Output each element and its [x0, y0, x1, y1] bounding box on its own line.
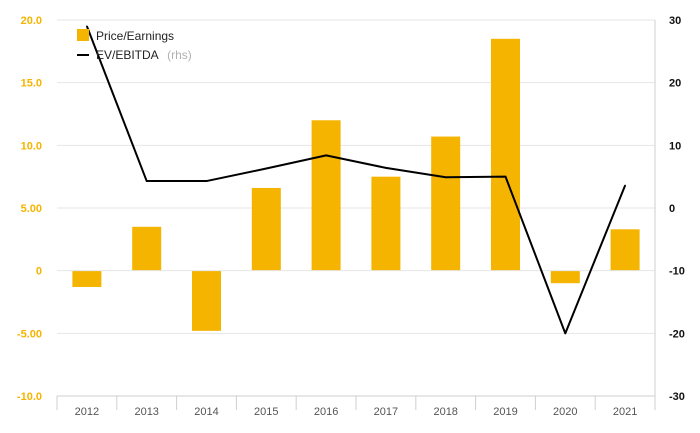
right-tick-label: 10 — [669, 140, 681, 152]
x-tick-label: 2017 — [374, 406, 398, 418]
line-point-2017 — [385, 167, 387, 169]
x-tick-label: 2015 — [254, 406, 278, 418]
legend-line-suffix: (rhs) — [167, 48, 192, 62]
bar-2021 — [610, 229, 640, 271]
bar-2014 — [192, 270, 221, 331]
bar-2015 — [251, 187, 281, 271]
bar-2012 — [72, 270, 102, 287]
legend-line-text: EV/EBITDA (rhs) — [96, 46, 192, 63]
line-point-2014 — [205, 180, 208, 182]
line-point-2016 — [325, 154, 327, 157]
x-tick-label: 2019 — [493, 406, 517, 418]
line-point-2019 — [504, 175, 507, 178]
gridlines — [57, 19, 655, 334]
right-axis-ticks: 30 20 10 0 -10 -20 -30 — [669, 15, 685, 403]
legend: Price/Earnings EV/EBITDA (rhs) — [77, 29, 192, 63]
right-tick-label: 0 — [669, 203, 675, 215]
bar-series — [72, 38, 640, 331]
left-tick-label: 10.0 — [21, 140, 42, 152]
left-axis-ticks: 20.0 15.0 10.0 5.00 0 -5.00 -10.0 — [17, 15, 42, 403]
legend-bar-label: Price/Earnings — [96, 29, 174, 43]
axes — [56, 20, 656, 410]
bar-2018 — [431, 136, 461, 271]
line-point-2012 — [86, 25, 88, 28]
line-series — [85, 25, 627, 335]
bar-2016 — [311, 120, 341, 271]
x-tick-label: 2020 — [553, 406, 577, 418]
x-tick-label: 2016 — [314, 406, 338, 418]
right-tick-label: -20 — [669, 328, 685, 340]
x-tick-label: 2014 — [194, 406, 218, 418]
left-tick-label: 5.00 — [21, 203, 42, 215]
x-axis-ticks: 2012 2013 2014 2015 2016 2017 2018 2019 2020 2021 — [75, 406, 638, 418]
line-point-2013 — [145, 180, 148, 182]
right-tick-label: -10 — [669, 266, 685, 278]
line-point-2020 — [564, 332, 567, 335]
x-tick-label: 2021 — [613, 406, 637, 418]
x-tick-label: 2018 — [433, 406, 457, 418]
left-tick-label: -5.00 — [17, 328, 42, 340]
right-tick-label: -30 — [669, 391, 685, 403]
left-tick-label: 20.0 — [21, 15, 42, 27]
bar-2019 — [491, 38, 520, 271]
legend-bar-swatch-icon — [77, 29, 89, 41]
left-tick-label: 15.0 — [21, 78, 42, 90]
left-tick-label: 0 — [36, 266, 42, 278]
right-tick-label: 20 — [669, 78, 681, 90]
line-point-2021 — [624, 184, 626, 187]
legend-line-label: EV/EBITDA — [96, 48, 159, 62]
ev-ebitda-line — [85, 25, 627, 335]
bar-2017 — [371, 176, 401, 271]
x-tick-label: 2012 — [75, 406, 99, 418]
right-tick-label: 30 — [669, 15, 681, 27]
line-point-2015 — [265, 167, 268, 170]
x-tick-label: 2013 — [134, 406, 158, 418]
left-tick-label: -10.0 — [17, 391, 42, 403]
line-point-2018 — [444, 176, 447, 179]
bar-2020 — [550, 270, 580, 284]
bar-2013 — [132, 226, 162, 271]
